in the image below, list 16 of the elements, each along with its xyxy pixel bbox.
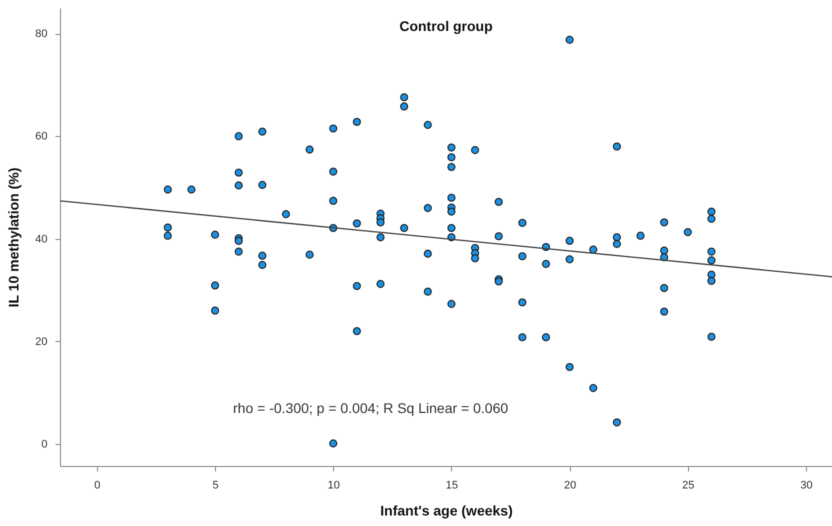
x-tick-label: 5 <box>212 480 219 492</box>
x-tick-label: 15 <box>446 480 458 492</box>
y-tick-label: 20 <box>35 336 48 348</box>
x-tick-label: 10 <box>328 480 340 492</box>
y-tick-label: 40 <box>35 233 48 246</box>
x-tick-label: 25 <box>682 480 694 492</box>
y-axis-title: IL 10 methylation (%) <box>5 168 22 308</box>
annotation: rho = -0.300; p = 0.004; R Sq Linear = 0.060 <box>233 400 508 416</box>
x-tick-label: 20 <box>564 480 576 492</box>
x-tick-label: 30 <box>800 480 813 492</box>
x-axis-title: Infant's age (weeks) <box>380 502 513 518</box>
y-tick-label: 80 <box>35 28 48 40</box>
y-tick-label: 0 <box>41 438 48 450</box>
text: Control group <box>399 18 493 34</box>
x-tick-label: 0 <box>94 480 100 492</box>
y-tick-label: 60 <box>35 130 48 143</box>
